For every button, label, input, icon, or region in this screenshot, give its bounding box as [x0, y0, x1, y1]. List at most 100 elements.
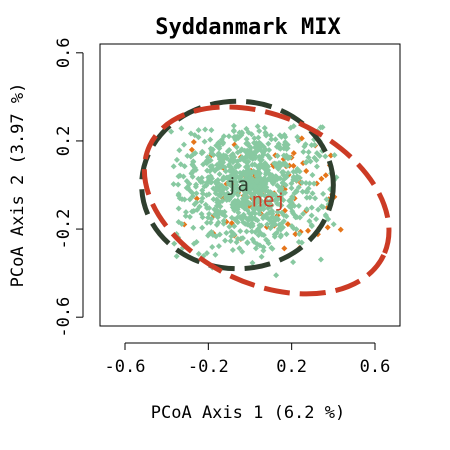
point-ja	[248, 151, 255, 158]
point-ja	[252, 245, 259, 252]
point-ja	[230, 190, 237, 197]
ellipse-nej	[141, 104, 392, 297]
point-ja	[308, 212, 315, 219]
point-ja	[213, 221, 220, 228]
point-ja	[209, 162, 216, 169]
point-ja	[293, 214, 300, 221]
point-ja	[303, 206, 310, 213]
point-nej	[322, 172, 329, 179]
point-ja	[268, 136, 275, 143]
point-ja	[189, 173, 196, 180]
point-ja	[309, 190, 316, 197]
point-nej	[284, 221, 291, 228]
point-ja	[195, 127, 202, 134]
point-ja	[245, 142, 252, 149]
point-nej	[305, 227, 312, 234]
point-ja	[244, 239, 251, 246]
point-ja	[257, 176, 264, 183]
point-ja	[173, 253, 180, 260]
point-ja	[198, 198, 205, 205]
point-ja	[199, 178, 206, 185]
point-nej	[337, 226, 344, 233]
point-ja	[256, 128, 263, 135]
point-ja	[229, 178, 236, 185]
point-ja	[218, 163, 225, 170]
point-ja	[267, 197, 274, 204]
point-ja	[247, 221, 254, 228]
point-ja	[190, 208, 197, 215]
point-ja	[252, 204, 259, 211]
point-ja	[220, 186, 227, 193]
point-ja	[283, 152, 290, 159]
point-ja	[293, 173, 300, 180]
point-ja	[244, 194, 251, 201]
point-ja	[236, 245, 243, 252]
point-ja	[306, 180, 313, 187]
point-ja	[305, 185, 312, 192]
point-ja	[201, 183, 208, 190]
point-ja	[274, 209, 281, 216]
point-ja	[286, 203, 293, 210]
point-ja	[269, 222, 276, 229]
point-ja	[226, 192, 233, 199]
x-tick-label: -0.2	[188, 357, 229, 377]
point-ja	[203, 250, 210, 257]
point-ja	[199, 149, 206, 156]
point-ja	[244, 163, 251, 170]
point-ja	[180, 141, 187, 148]
point-ja	[178, 125, 185, 132]
point-ja	[239, 235, 246, 242]
point-ja	[216, 171, 223, 178]
point-ja	[251, 135, 258, 142]
point-ja	[168, 128, 175, 135]
point-ja	[230, 127, 237, 134]
point-ja	[273, 229, 280, 236]
point-ja	[193, 181, 200, 188]
point-ja	[260, 151, 267, 158]
group-label-nej: nej	[252, 189, 286, 211]
point-ja	[238, 154, 245, 161]
point-ja	[265, 240, 272, 247]
point-ja	[307, 158, 314, 165]
point-ja	[214, 186, 221, 193]
point-ja	[305, 149, 312, 156]
point-ja	[271, 160, 278, 167]
point-ja	[182, 212, 189, 219]
chart-title: Syddanmark MIX	[155, 15, 340, 40]
point-ja	[186, 180, 193, 187]
point-ja	[313, 163, 320, 170]
point-ja	[272, 136, 279, 143]
point-ja	[330, 221, 337, 228]
point-ja	[260, 232, 267, 239]
point-ja	[309, 171, 316, 178]
point-ja	[282, 139, 289, 146]
point-ja	[289, 195, 296, 202]
point-ja	[315, 206, 322, 213]
point-ja	[278, 209, 285, 216]
point-ja	[216, 151, 223, 158]
point-ja	[264, 221, 271, 228]
point-ja	[282, 134, 289, 141]
point-ja	[241, 147, 248, 154]
point-ja	[238, 129, 245, 136]
point-ja	[236, 178, 243, 185]
point-ja	[171, 240, 178, 247]
point-ja	[258, 253, 265, 260]
point-ja	[276, 221, 283, 228]
point-ja	[202, 126, 209, 133]
point-ja	[214, 176, 221, 183]
point-ja	[225, 133, 232, 140]
point-ja	[235, 134, 242, 141]
point-ja	[190, 224, 197, 231]
point-ja	[206, 205, 213, 212]
point-ja	[271, 215, 278, 222]
point-ja	[206, 230, 213, 237]
point-ja	[282, 160, 289, 167]
point-ja	[209, 243, 216, 250]
point-ja	[310, 180, 317, 187]
point-ja	[279, 180, 286, 187]
point-ja	[232, 182, 239, 189]
point-ja	[280, 197, 287, 204]
point-ja	[261, 192, 268, 199]
point-ja	[198, 210, 205, 217]
